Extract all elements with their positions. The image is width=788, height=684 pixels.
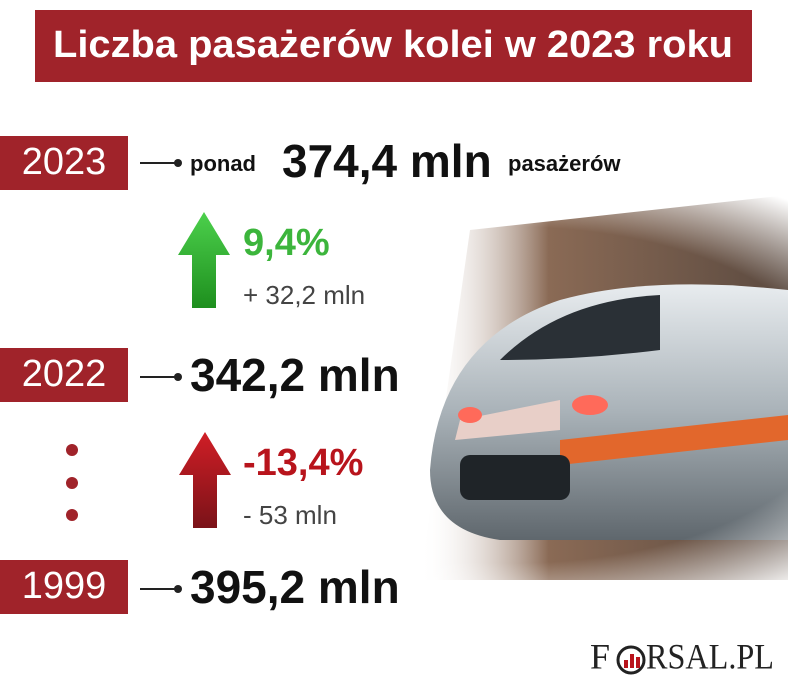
year-box xyxy=(0,560,128,614)
row-2023: 2023 ponad 374,4 mln pasażerów xyxy=(0,135,621,190)
year-box xyxy=(0,136,128,190)
year: 2022 xyxy=(22,353,107,395)
title-banner xyxy=(35,10,752,82)
change-up: 9,4% + 32,2 mln xyxy=(178,212,365,310)
amount: + 32,2 mln xyxy=(243,280,365,310)
percent: 9,4% xyxy=(243,222,330,264)
connector-dot xyxy=(174,373,182,381)
year: 1999 xyxy=(22,565,107,607)
logo: F RSAL.PL xyxy=(590,636,774,676)
arrow xyxy=(179,432,231,528)
percent: -13,4% xyxy=(243,442,363,484)
value: 395,2 mln xyxy=(190,561,400,613)
connector-dot xyxy=(174,585,182,593)
logo-start: F xyxy=(590,636,610,676)
suffix: pasażerów xyxy=(508,151,621,176)
change-down: -13,4% - 53 mln xyxy=(179,432,363,530)
row-1999: 1999 395,2 mln xyxy=(0,560,400,614)
row-2022: 2022 342,2 mln xyxy=(0,348,400,402)
value: 374,4 mln xyxy=(282,135,492,187)
value: 342,2 mln xyxy=(190,349,400,401)
connector-dot xyxy=(174,159,182,167)
prefix: ponad xyxy=(190,151,256,176)
year: 2023 xyxy=(22,141,107,183)
logo-icon xyxy=(616,645,646,675)
year-box xyxy=(0,348,128,402)
ellipsis-dots xyxy=(66,444,78,521)
train-image xyxy=(0,195,788,595)
logo-end: RSAL.PL xyxy=(646,636,774,676)
title: Liczba pasażerów kolei w 2023 roku xyxy=(53,24,733,66)
amount: - 53 mln xyxy=(243,500,337,530)
arrow xyxy=(178,212,230,308)
